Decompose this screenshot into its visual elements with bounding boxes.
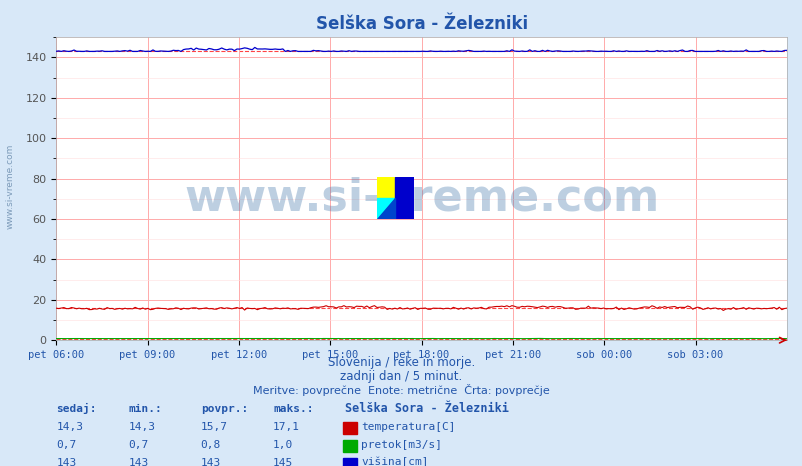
Text: 143: 143 (200, 458, 221, 466)
Bar (395, 177, 413, 219)
Text: 15,7: 15,7 (200, 422, 228, 432)
Text: maks.:: maks.: (273, 404, 313, 414)
Text: povpr.:: povpr.: (200, 404, 248, 414)
Text: 14,3: 14,3 (128, 422, 156, 432)
Text: 0,7: 0,7 (128, 440, 148, 450)
Text: 14,3: 14,3 (56, 422, 83, 432)
Text: Slovenija / reke in morje.: Slovenija / reke in morje. (327, 356, 475, 369)
Text: 0,7: 0,7 (56, 440, 76, 450)
Text: Selška Sora - Železniki: Selška Sora - Železniki (345, 403, 508, 415)
Text: 145: 145 (273, 458, 293, 466)
Text: pretok[m3/s]: pretok[m3/s] (361, 440, 442, 450)
Text: višina[cm]: višina[cm] (361, 457, 428, 466)
Text: www.si-vreme.com: www.si-vreme.com (5, 144, 14, 229)
Text: zadnji dan / 5 minut.: zadnji dan / 5 minut. (340, 370, 462, 383)
Text: Meritve: povprečne  Enote: metrične  Črta: povprečje: Meritve: povprečne Enote: metrične Črta:… (253, 384, 549, 396)
Text: 143: 143 (56, 458, 76, 466)
Text: 143: 143 (128, 458, 148, 466)
Polygon shape (377, 198, 395, 219)
Text: www.si-vreme.com: www.si-vreme.com (184, 176, 658, 219)
Text: sedaj:: sedaj: (56, 404, 96, 414)
Text: 1,0: 1,0 (273, 440, 293, 450)
Bar (377, 177, 395, 198)
Text: 0,8: 0,8 (200, 440, 221, 450)
Title: Selška Sora - Železniki: Selška Sora - Železniki (315, 15, 527, 33)
Text: 17,1: 17,1 (273, 422, 300, 432)
Bar (377, 198, 395, 219)
Text: temperatura[C]: temperatura[C] (361, 422, 456, 432)
Text: min.:: min.: (128, 404, 162, 414)
